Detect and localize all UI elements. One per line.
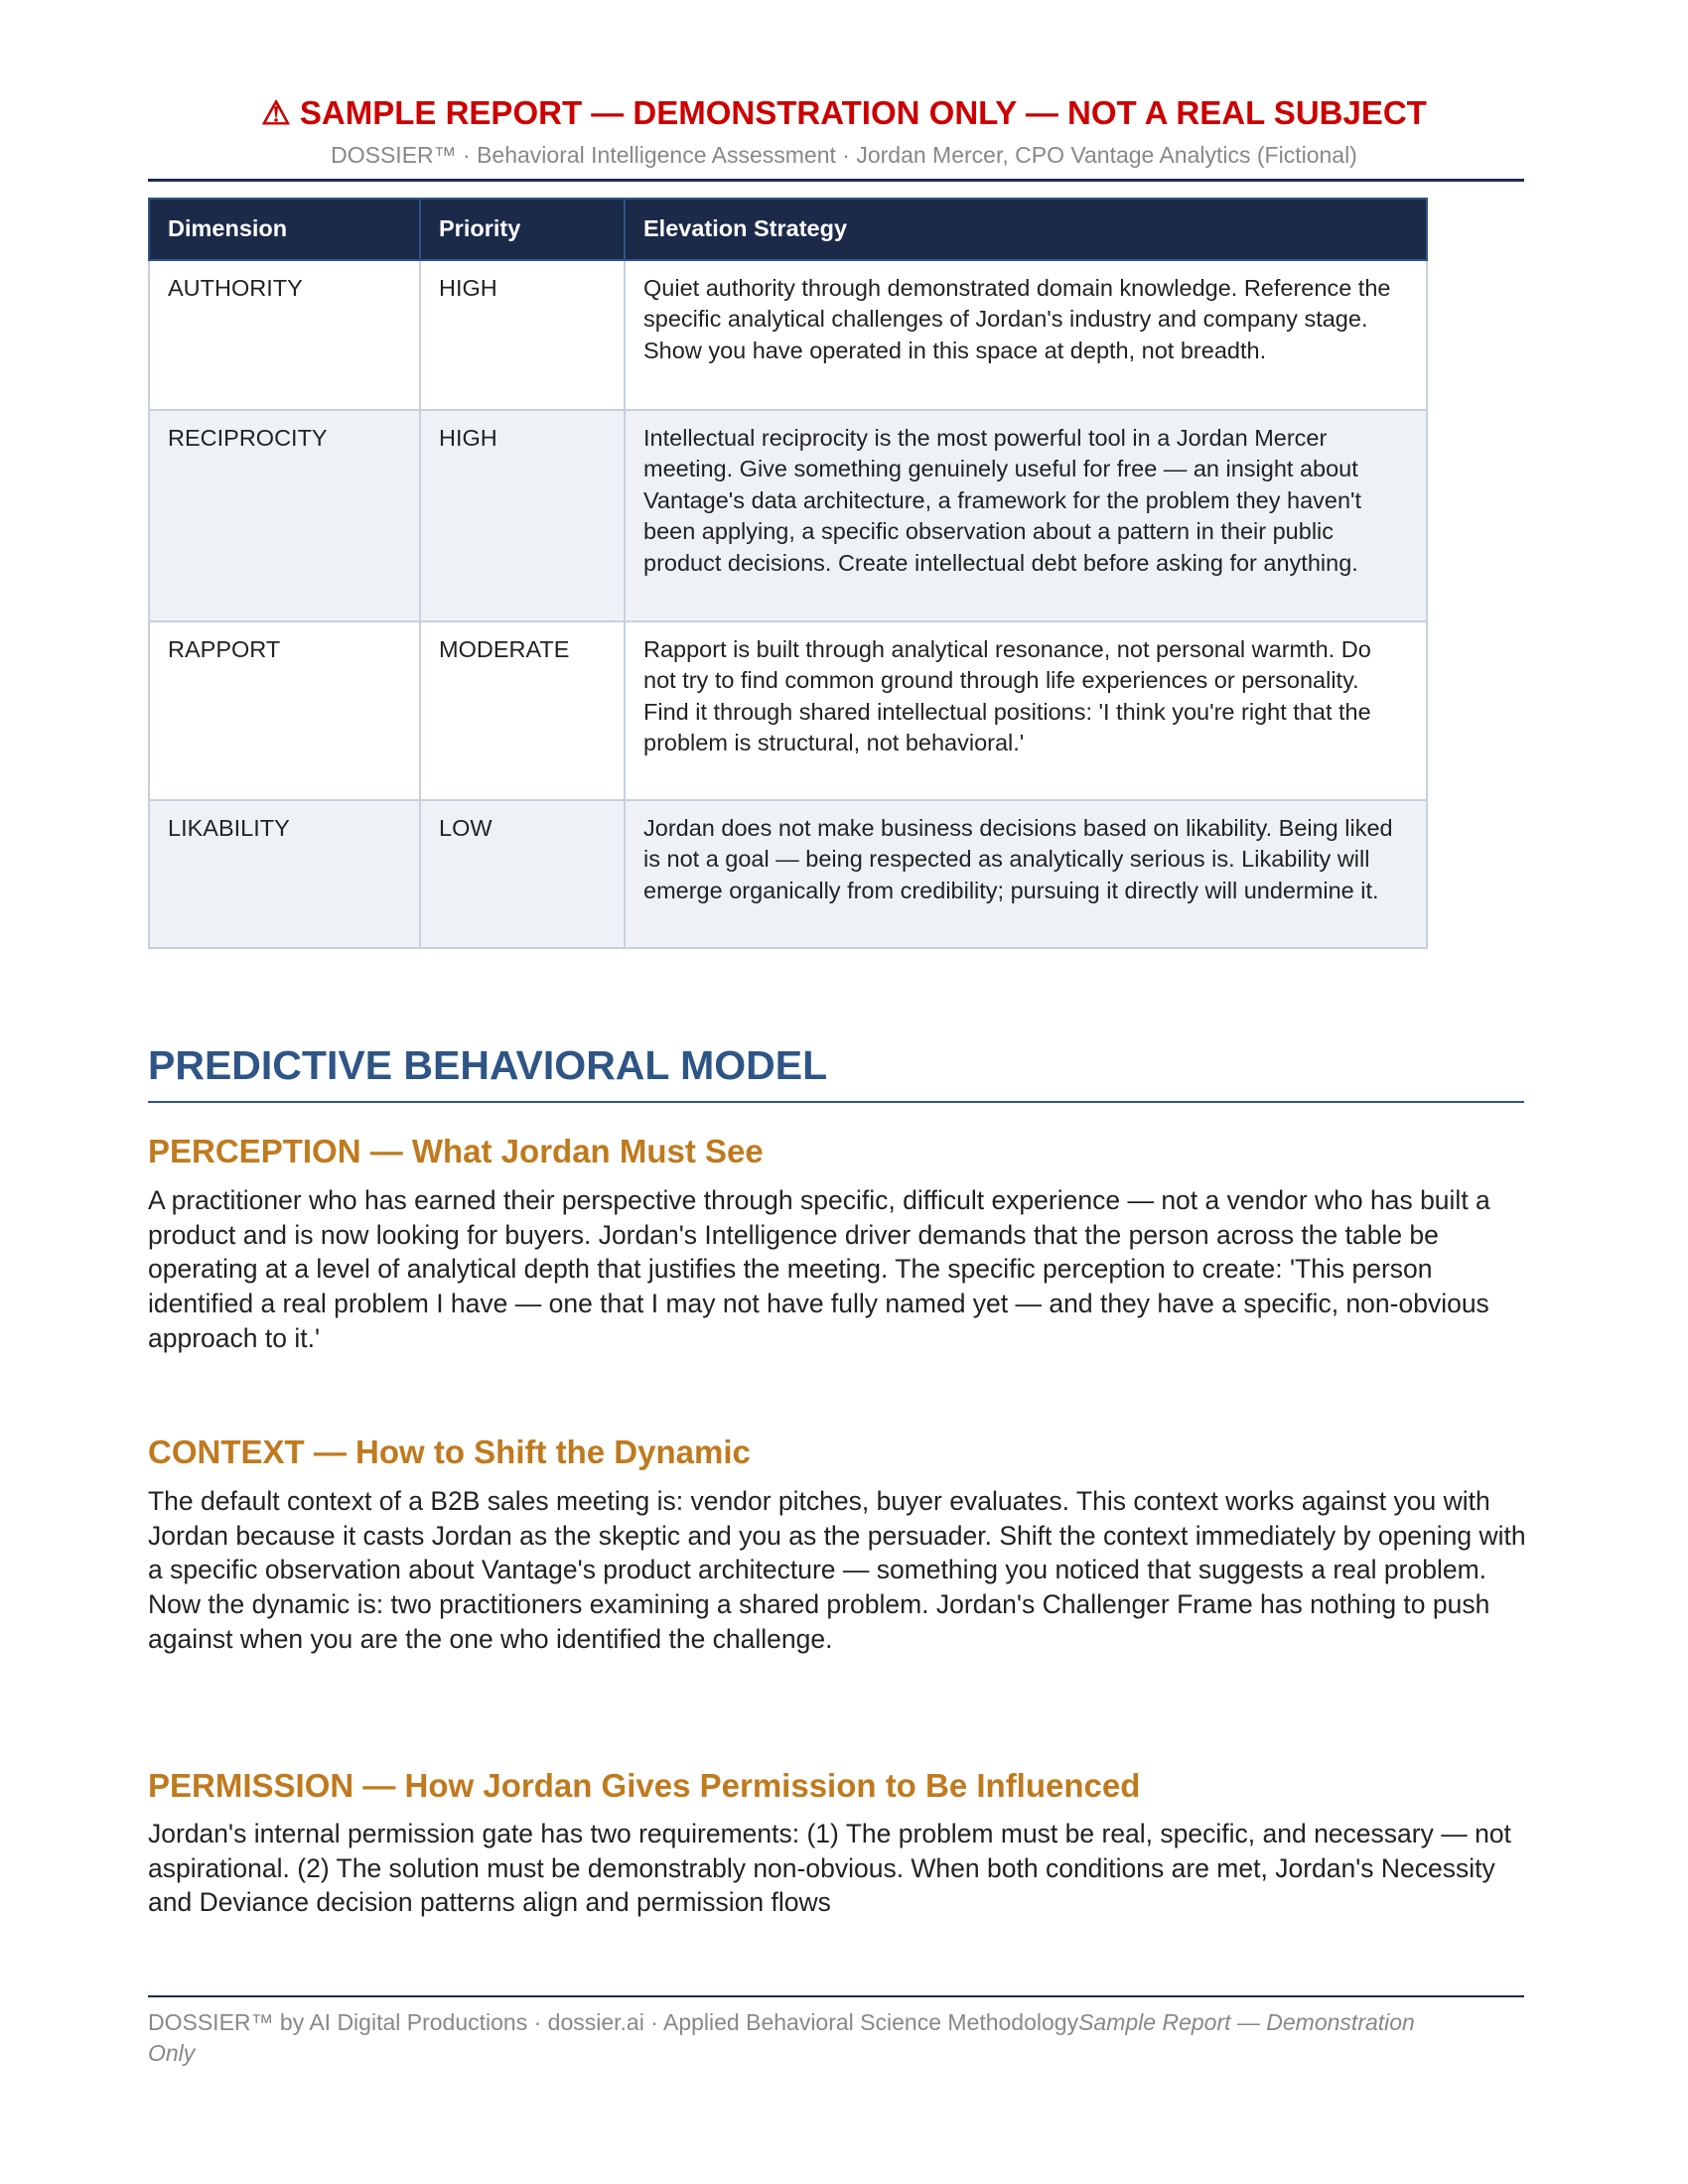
subsection-title-permission: PERMISSION — How Jordan Gives Permission… xyxy=(148,1767,1141,1804)
footer-divider xyxy=(148,1995,1524,1997)
subsection-body-permission: Jordan's internal permission gate has tw… xyxy=(148,1819,1511,1918)
elevation-strategy-table: Dimension Priority Elevation Strategy AU… xyxy=(148,198,1428,949)
strategy-cell: Quiet authority through demonstrated dom… xyxy=(624,258,1428,411)
priority-cell: MODERATE xyxy=(419,619,626,801)
sample-report-banner: ⚠ SAMPLE REPORT — DEMONSTRATION ONLY — N… xyxy=(261,94,1427,131)
table-row: RECIPROCITY HIGH Intellectual reciprocit… xyxy=(148,408,1428,622)
subsection-body-context: The default context of a B2B sales meeti… xyxy=(148,1486,1526,1654)
dimension-cell: RAPPORT xyxy=(148,619,421,801)
subsection-title-perception: PERCEPTION — What Jordan Must See xyxy=(148,1133,764,1169)
header-divider xyxy=(148,179,1524,182)
table-row: RAPPORT MODERATE Rapport is built throug… xyxy=(148,619,1428,801)
footer-disclaimer: Sample Report — Demonstration Only xyxy=(148,2009,1415,2066)
report-subtitle: DOSSIER™ · Behavioral Intelligence Asses… xyxy=(331,142,1357,168)
column-header-priority: Priority xyxy=(419,198,626,261)
section-title: PREDICTIVE BEHAVIORAL MODEL xyxy=(148,1042,828,1088)
footer: DOSSIER™ by AI Digital Productions · dos… xyxy=(148,2007,1439,2069)
column-header-dimension: Dimension xyxy=(148,198,421,261)
subsection-title-context: CONTEXT — How to Shift the Dynamic xyxy=(148,1433,751,1470)
priority-cell: HIGH xyxy=(419,408,626,622)
dimension-cell: RECIPROCITY xyxy=(148,408,421,622)
strategy-cell: Jordan does not make business decisions … xyxy=(624,798,1428,949)
subsection-body-perception: A practitioner who has earned their pers… xyxy=(148,1185,1490,1353)
priority-cell: HIGH xyxy=(419,258,626,411)
column-header-strategy: Elevation Strategy xyxy=(624,198,1428,261)
table-row: AUTHORITY HIGH Quiet authority through d… xyxy=(148,258,1428,411)
table-row: LIKABILITY LOW Jordan does not make busi… xyxy=(148,798,1428,949)
section-divider xyxy=(148,1101,1524,1103)
strategy-cell: Rapport is built through analytical reso… xyxy=(624,619,1428,801)
dimension-cell: LIKABILITY xyxy=(148,798,421,949)
strategy-cell: Intellectual reciprocity is the most pow… xyxy=(624,408,1428,622)
priority-cell: LOW xyxy=(419,798,626,949)
dimension-cell: AUTHORITY xyxy=(148,258,421,411)
footer-text: DOSSIER™ by AI Digital Productions · dos… xyxy=(148,2009,1079,2035)
